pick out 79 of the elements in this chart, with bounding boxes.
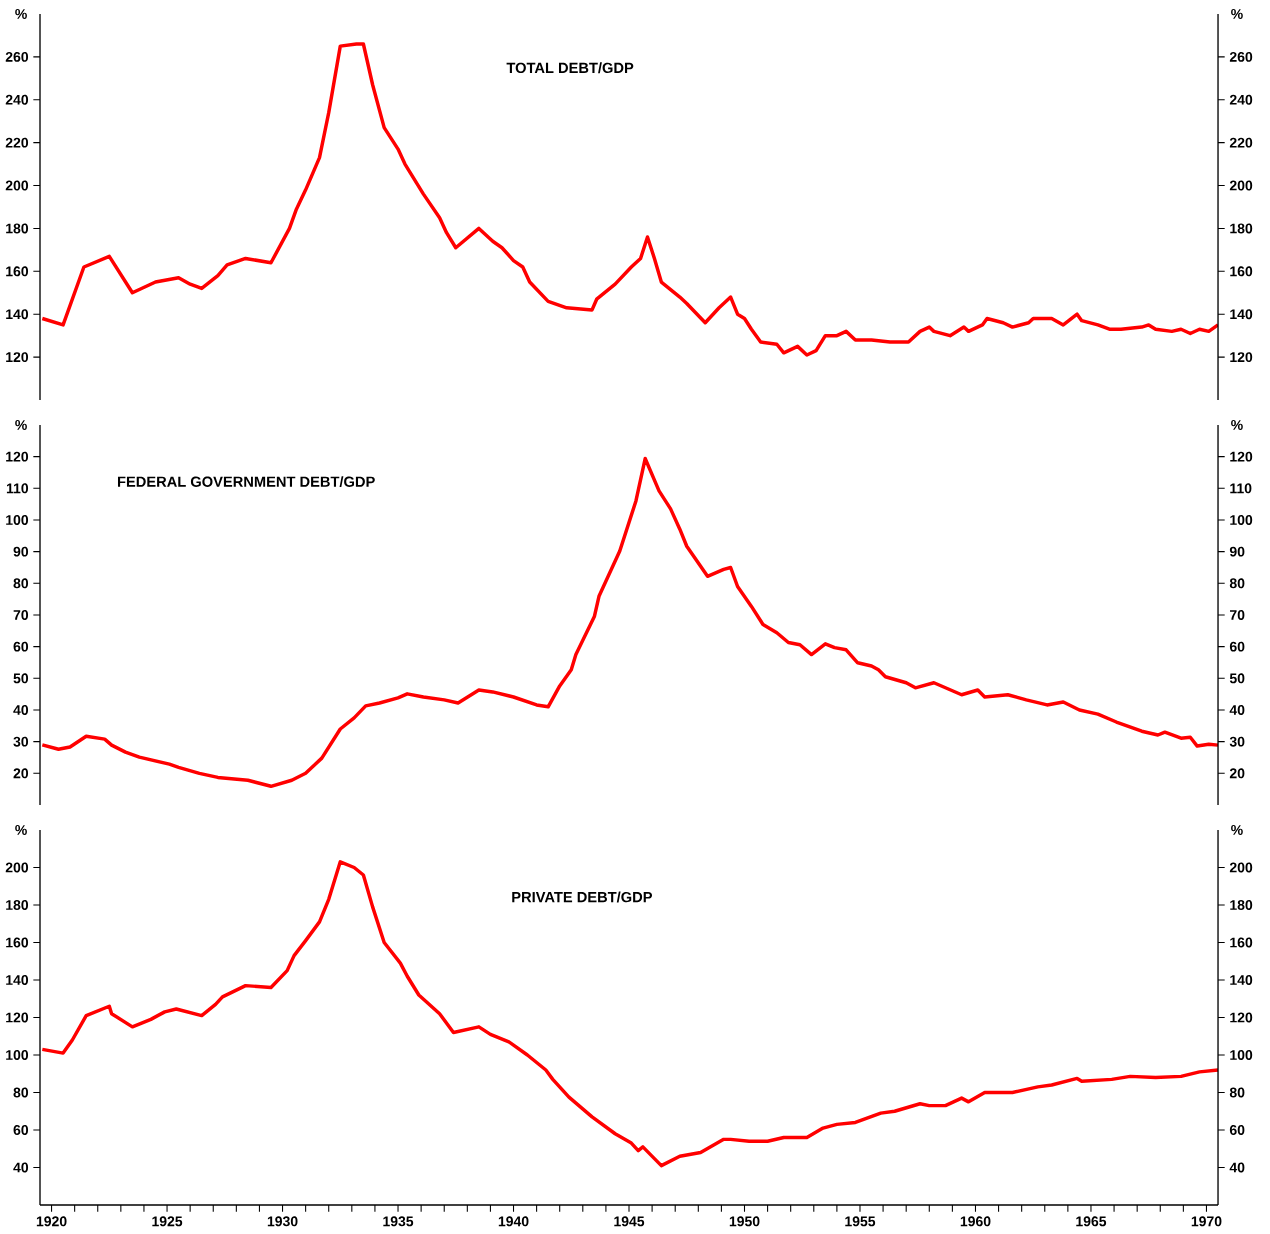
- y-tick-label: 180: [6, 900, 29, 910]
- y2-tick-label: 140: [1230, 309, 1253, 320]
- x-tick-label: 1950: [729, 1216, 760, 1227]
- y2-axis-title: %: [1231, 825, 1243, 835]
- y2-tick-label: 90: [1229, 546, 1245, 557]
- y-tick-label: 90: [13, 546, 29, 557]
- x-tick-label: 1960: [960, 1216, 991, 1227]
- y-tick-label: 160: [6, 266, 29, 277]
- y2-tick-label: 200: [1229, 862, 1253, 873]
- y2-tick-label: 40: [1229, 705, 1245, 715]
- x-tick-label: 1945: [614, 1216, 645, 1227]
- x-tick-label: 1930: [267, 1216, 298, 1227]
- y-tick-label: 40: [13, 705, 29, 715]
- y-tick-label: 60: [13, 1125, 29, 1135]
- x-tick-label: 1965: [1076, 1216, 1107, 1227]
- y-tick-label: 120: [6, 352, 29, 363]
- y2-tick-label: 120: [1230, 352, 1253, 363]
- y2-tick-label: 100: [1230, 1050, 1253, 1060]
- y2-tick-label: 140: [1230, 975, 1253, 985]
- text: TOTAL DEBT/GDP: [506, 62, 634, 74]
- y-tick-label: 120: [6, 1012, 29, 1023]
- y-tick-label: 60: [13, 641, 29, 652]
- y2-tick-label: 180: [1230, 223, 1253, 234]
- y2-tick-label: 180: [1230, 900, 1253, 910]
- y2-tick-label: 40: [1229, 1162, 1245, 1173]
- y-tick-label: 80: [13, 1087, 29, 1098]
- y-tick-label: 140: [6, 309, 29, 320]
- y2-tick-label: 100: [1230, 515, 1253, 525]
- y2-tick-label: 80: [1229, 578, 1245, 589]
- y2-tick-label: 80: [1229, 1087, 1245, 1098]
- x-tick-label: 1920: [36, 1216, 67, 1227]
- y-axis-title: %: [15, 9, 27, 19]
- y-tick-label: 160: [6, 937, 29, 948]
- x-tick-label: 1955: [845, 1216, 876, 1227]
- y2-tick-label: 220: [1229, 137, 1253, 148]
- y2-tick-label: 20: [1229, 768, 1245, 779]
- x-tick-label: 1925: [152, 1216, 183, 1227]
- y-tick-label: 180: [6, 223, 29, 234]
- y2-tick-label: 30: [1229, 736, 1245, 747]
- y2-tick-label: 110: [1230, 483, 1252, 494]
- y-axis-title: %: [15, 420, 27, 430]
- y-tick-label: 200: [5, 862, 29, 873]
- y-tick-label: 220: [5, 137, 29, 148]
- x-tick-label: 1940: [498, 1216, 529, 1227]
- y-tick-label: 30: [13, 736, 29, 747]
- x-tick-label: 1970: [1191, 1216, 1222, 1227]
- y2-tick-label: 260: [1229, 51, 1253, 62]
- y-tick-label: 140: [6, 975, 29, 985]
- y-tick-label: 80: [13, 578, 29, 589]
- text: PRIVATE DEBT/GDP: [512, 891, 653, 903]
- y2-axis-title: %: [1231, 420, 1243, 430]
- y2-tick-label: 120: [1230, 451, 1253, 462]
- y2-tick-label: 160: [1230, 266, 1253, 277]
- text: FEDERAL GOVERNMENT DEBT/GDP: [117, 476, 375, 488]
- y2-tick-label: 200: [1229, 180, 1253, 191]
- line-series: [40, 456, 1219, 789]
- y2-tick-label: 160: [1230, 937, 1253, 948]
- y-tick-label: 100: [6, 1050, 29, 1060]
- y2-tick-label: 50: [1229, 673, 1245, 684]
- y-axis-title: %: [15, 825, 27, 835]
- y2-tick-label: 60: [1229, 641, 1245, 652]
- y-tick-label: 120: [6, 451, 29, 462]
- y-tick-label: 100: [6, 515, 29, 525]
- y-tick-label: 70: [13, 610, 29, 620]
- line-series: [40, 42, 1219, 357]
- y2-tick-label: 240: [1229, 94, 1253, 105]
- x-tick-label: 1935: [383, 1216, 414, 1227]
- y2-axis-title: %: [1231, 9, 1243, 19]
- y2-tick-label: 70: [1230, 610, 1245, 620]
- y-tick-label: 200: [5, 180, 29, 191]
- y2-tick-label: 60: [1229, 1125, 1245, 1135]
- y-tick-label: 240: [5, 94, 29, 105]
- line-series: [40, 860, 1219, 1168]
- y-tick-label: 50: [13, 673, 29, 684]
- y-tick-label: 260: [5, 51, 29, 62]
- y-tick-label: 40: [13, 1162, 29, 1173]
- y2-tick-label: 120: [1230, 1012, 1253, 1023]
- y-tick-label: 110: [6, 483, 29, 494]
- y-tick-label: 20: [13, 768, 29, 779]
